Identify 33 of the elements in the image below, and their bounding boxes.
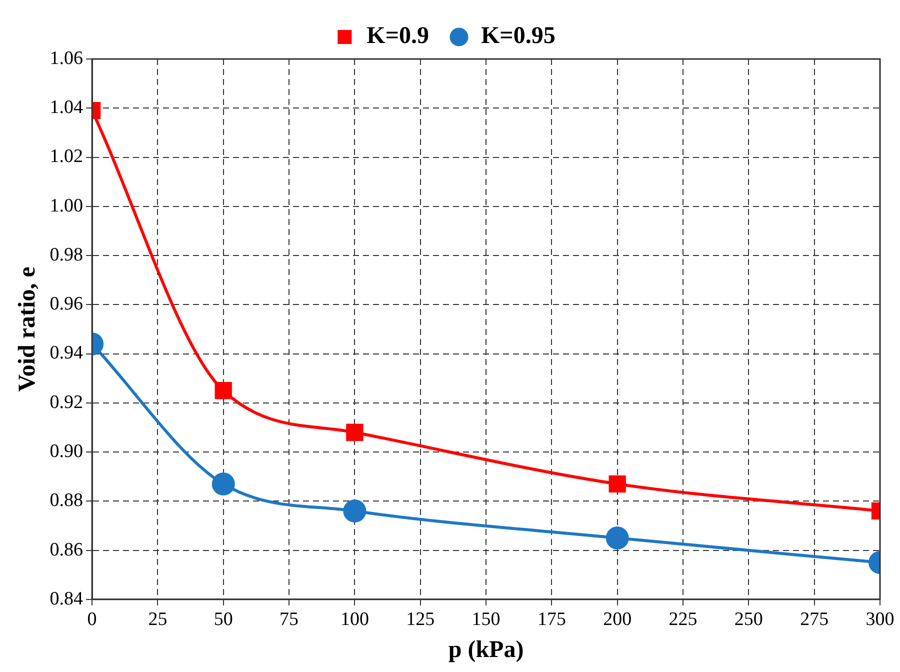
y-tick-label: 0.88 [50,490,84,512]
x-tick-label: 50 [214,608,233,630]
x-tick-label: 200 [603,608,632,630]
x-tick-label: 100 [340,608,369,630]
x-tick-label: 75 [280,608,299,630]
x-axis-title: p (kPa) [448,636,524,663]
legend-label: K=0.9 [366,23,429,50]
point [346,424,364,441]
point [343,499,366,522]
x-tick-label: 300 [866,608,894,630]
x-tick-label: 0 [87,608,97,630]
point [212,472,235,496]
y-tick-label: 0.98 [50,244,84,266]
y-tick-label: 0.84 [50,588,84,610]
y-tick-label: 0.94 [50,342,84,364]
x-tick-label: 175 [537,608,566,630]
x-tick-label: 225 [668,608,698,630]
y-axis-title: Void ratio, e [14,266,41,392]
x-tick-label: 150 [472,608,500,630]
y-tick-label: 1.04 [50,97,84,118]
y-tick-label: 1.02 [50,146,84,168]
y-tick-label: 0.86 [50,539,84,560]
x-tick-label: 125 [406,608,435,630]
y-tick-label: 0.96 [50,294,84,315]
y-tick-label: 0.90 [50,441,84,462]
y-tick-label: 1.00 [50,195,84,216]
x-tick-label: 250 [734,608,763,630]
legend-label: K=0.95 [481,23,556,50]
y-tick-label: 1.06 [50,48,84,69]
x-tick-label: 275 [800,608,829,630]
point [214,382,232,400]
y-tick-label: 0.92 [50,392,84,413]
x-tick-label: 25 [148,608,168,630]
